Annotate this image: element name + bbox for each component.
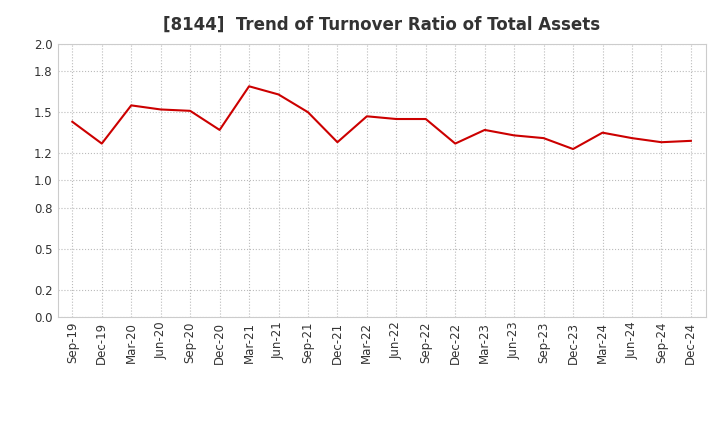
Title: [8144]  Trend of Turnover Ratio of Total Assets: [8144] Trend of Turnover Ratio of Total … bbox=[163, 16, 600, 34]
